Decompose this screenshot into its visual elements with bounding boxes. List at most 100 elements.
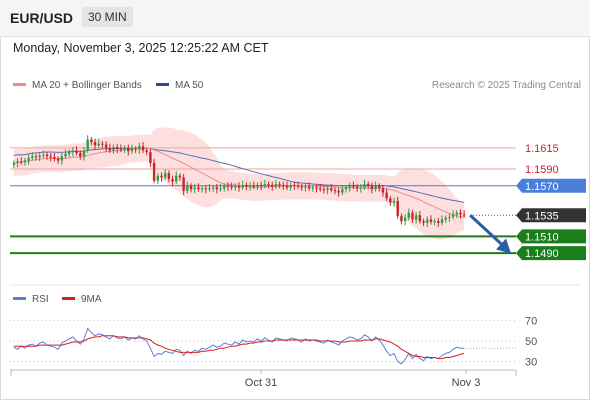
level-label-3: 1.1535 bbox=[525, 210, 559, 222]
symbol-label: EUR/USD bbox=[10, 10, 74, 26]
legend-ma50-swatch bbox=[156, 82, 169, 86]
candle-body bbox=[93, 142, 97, 146]
candle-body bbox=[422, 221, 425, 223]
candle-body bbox=[178, 175, 182, 178]
candle-body bbox=[211, 187, 215, 189]
candle-body bbox=[274, 184, 278, 187]
rsi-tick-70: 70 bbox=[525, 315, 537, 327]
candle-body bbox=[45, 154, 49, 157]
candle-body bbox=[149, 152, 152, 164]
level-label-2: 1.1570 bbox=[525, 181, 559, 193]
candle-body bbox=[245, 184, 248, 187]
candle-body bbox=[163, 173, 167, 178]
candle-body bbox=[134, 148, 137, 150]
level-label-1: 1.1590 bbox=[525, 164, 559, 176]
candle-body bbox=[400, 216, 403, 222]
candle-body bbox=[252, 185, 255, 187]
rsi-ma-line bbox=[13, 335, 465, 360]
candle-body bbox=[56, 158, 60, 161]
x-tick-label-0: Oct 31 bbox=[245, 377, 277, 389]
timeframe-button[interactable]: 30 MIN bbox=[82, 7, 133, 27]
candle-body bbox=[145, 150, 148, 153]
candle-body bbox=[97, 143, 100, 146]
candle-body bbox=[389, 198, 392, 203]
candle-body bbox=[241, 184, 244, 188]
candle-body bbox=[315, 187, 318, 189]
candle-body bbox=[263, 184, 267, 186]
candle-body bbox=[448, 216, 451, 218]
forecast-arrow-head bbox=[496, 238, 511, 254]
level-label-0: 1.1615 bbox=[525, 143, 559, 155]
candle-body bbox=[322, 189, 326, 191]
candle-body bbox=[455, 212, 458, 215]
candle-body bbox=[60, 156, 64, 161]
level-label-4: 1.1510 bbox=[525, 231, 559, 243]
candle-body bbox=[226, 185, 230, 187]
candle-body bbox=[160, 175, 163, 178]
candle-body bbox=[130, 148, 134, 152]
candle-body bbox=[75, 150, 78, 153]
rsi-tick-30: 30 bbox=[525, 357, 537, 369]
candle-body bbox=[378, 185, 381, 189]
candle-body bbox=[204, 188, 207, 190]
candle-body bbox=[259, 184, 263, 186]
candle-body bbox=[333, 190, 337, 191]
candle-body bbox=[23, 160, 27, 163]
candle-body bbox=[31, 156, 34, 158]
legend-ma50-label: MA 50 bbox=[175, 80, 204, 91]
candle-body bbox=[127, 147, 130, 152]
legend-rsi: RSI bbox=[13, 294, 49, 305]
candle-body bbox=[101, 143, 104, 145]
candle-body bbox=[359, 187, 363, 189]
candle-body bbox=[326, 188, 329, 190]
candle-body bbox=[219, 188, 222, 190]
candle-body bbox=[278, 184, 281, 186]
candle-body bbox=[411, 212, 414, 220]
candle-body bbox=[115, 147, 119, 149]
candle-body bbox=[307, 186, 311, 189]
candle-body bbox=[237, 185, 241, 188]
candle-body bbox=[437, 221, 440, 223]
level-tag-3 bbox=[516, 208, 586, 223]
legend-rsi-swatch bbox=[13, 296, 26, 300]
candle-body bbox=[311, 187, 315, 189]
candle-body bbox=[20, 161, 23, 163]
candle-body bbox=[182, 177, 185, 191]
candle-body bbox=[112, 147, 115, 151]
candle-body bbox=[271, 184, 274, 187]
legend-ma9-swatch bbox=[62, 296, 75, 300]
candle-body bbox=[403, 217, 407, 222]
level-tag-2 bbox=[516, 178, 586, 193]
candle-body bbox=[64, 153, 67, 157]
candle-body bbox=[440, 219, 444, 223]
legend-ma50: MA 50 bbox=[156, 80, 203, 91]
candle-body bbox=[138, 146, 141, 150]
candle-body bbox=[82, 150, 86, 157]
candle-body bbox=[156, 175, 159, 181]
candle-body bbox=[366, 184, 370, 186]
candle-body bbox=[186, 185, 189, 191]
candle-body bbox=[90, 139, 93, 142]
candle-body bbox=[337, 190, 340, 193]
level-tag-5 bbox=[516, 246, 586, 261]
candle-body bbox=[374, 185, 377, 190]
candle-body bbox=[459, 212, 462, 215]
candle-body bbox=[418, 215, 422, 222]
candle-body bbox=[248, 185, 252, 187]
candle-body bbox=[193, 187, 196, 190]
candle-body bbox=[171, 179, 174, 182]
credit-text: Research © 2025 Trading Central bbox=[431, 80, 581, 91]
candle-body bbox=[197, 187, 200, 190]
legend-ma20-swatch bbox=[13, 82, 26, 86]
candle-body bbox=[79, 152, 82, 157]
candle-body bbox=[267, 184, 270, 186]
candle-body bbox=[296, 185, 300, 187]
chart-header: EUR/USD 30 MIN bbox=[0, 0, 590, 37]
candle-body bbox=[414, 215, 418, 220]
level-tag-4 bbox=[516, 229, 586, 244]
candle-body bbox=[352, 185, 355, 187]
candle-body bbox=[108, 147, 112, 151]
candle-body bbox=[256, 184, 259, 187]
